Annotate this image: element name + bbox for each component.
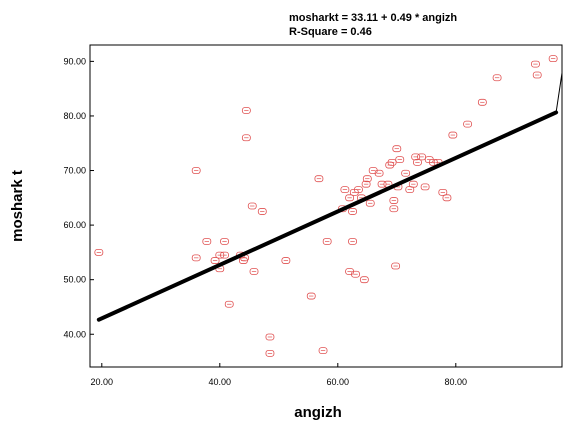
data-point <box>492 74 502 82</box>
data-point <box>191 167 201 174</box>
data-point <box>417 153 426 161</box>
fit-line-layer <box>96 72 563 322</box>
data-point <box>477 98 487 106</box>
x-tick-label: 60.00 <box>327 377 350 387</box>
y-axis-title: moshark t <box>9 170 26 242</box>
x-axis: 20.00 40.00 60.00 80.00 <box>91 363 468 387</box>
y-axis: 40.00 50.00 60.00 70.00 80.00 90.00 <box>63 56 94 339</box>
data-point <box>438 188 448 196</box>
data-point <box>322 238 332 245</box>
data-point <box>220 238 229 245</box>
data-point <box>257 208 267 215</box>
data-point <box>532 71 542 79</box>
data-point <box>220 251 229 259</box>
data-point <box>306 292 316 300</box>
data-point <box>281 257 291 264</box>
data-point <box>391 262 401 270</box>
data-point <box>401 169 411 177</box>
r-square-label: R-Square = 0.46 <box>289 26 372 38</box>
data-point <box>314 175 324 183</box>
y-tick-label: 70.00 <box>63 166 86 176</box>
data-point <box>354 186 363 194</box>
data-point <box>265 349 275 357</box>
y-tick-label: 40.00 <box>63 329 86 339</box>
data-point <box>224 300 234 308</box>
x-tick-label: 80.00 <box>445 377 468 387</box>
data-point <box>442 194 452 202</box>
data-point <box>241 107 251 114</box>
data-point <box>265 333 275 341</box>
data-point <box>247 202 257 210</box>
x-tick-label: 20.00 <box>91 377 114 387</box>
data-point <box>448 131 458 139</box>
x-axis-title: angizh <box>294 404 342 421</box>
data-point <box>408 180 418 188</box>
data-point <box>420 183 430 191</box>
y-tick-label: 90.00 <box>63 56 86 66</box>
data-point <box>463 120 473 128</box>
data-point <box>210 257 220 264</box>
data-point <box>249 268 259 275</box>
plot-frame <box>89 44 563 368</box>
x-tick-label: 40.00 <box>209 377 232 387</box>
equation-leader-line <box>555 72 563 113</box>
data-point <box>94 248 104 256</box>
data-point <box>318 347 328 355</box>
equation-label: mosharkt = 33.11 + 0.49 * angizh <box>289 12 457 24</box>
data-point <box>365 199 375 207</box>
data-point <box>387 158 397 166</box>
data-point <box>340 186 350 194</box>
regression-line <box>96 110 559 322</box>
data-point <box>348 238 357 245</box>
data-point <box>348 208 357 215</box>
data-point <box>361 180 371 188</box>
data-point <box>389 197 399 204</box>
data-point <box>389 205 399 213</box>
data-points <box>94 55 558 357</box>
data-point <box>202 238 212 245</box>
data-point <box>392 145 402 153</box>
data-point <box>362 175 372 183</box>
y-tick-label: 60.00 <box>63 220 86 230</box>
data-point <box>548 55 558 63</box>
data-point <box>531 60 540 68</box>
y-tick-label: 80.00 <box>63 111 86 121</box>
data-point <box>241 134 251 142</box>
data-point <box>351 270 360 278</box>
data-point <box>191 254 201 262</box>
data-point <box>413 158 422 166</box>
data-point <box>374 169 384 177</box>
data-point <box>395 156 405 164</box>
data-point <box>345 194 355 202</box>
y-tick-label: 50.00 <box>63 275 86 285</box>
data-point <box>359 276 369 284</box>
